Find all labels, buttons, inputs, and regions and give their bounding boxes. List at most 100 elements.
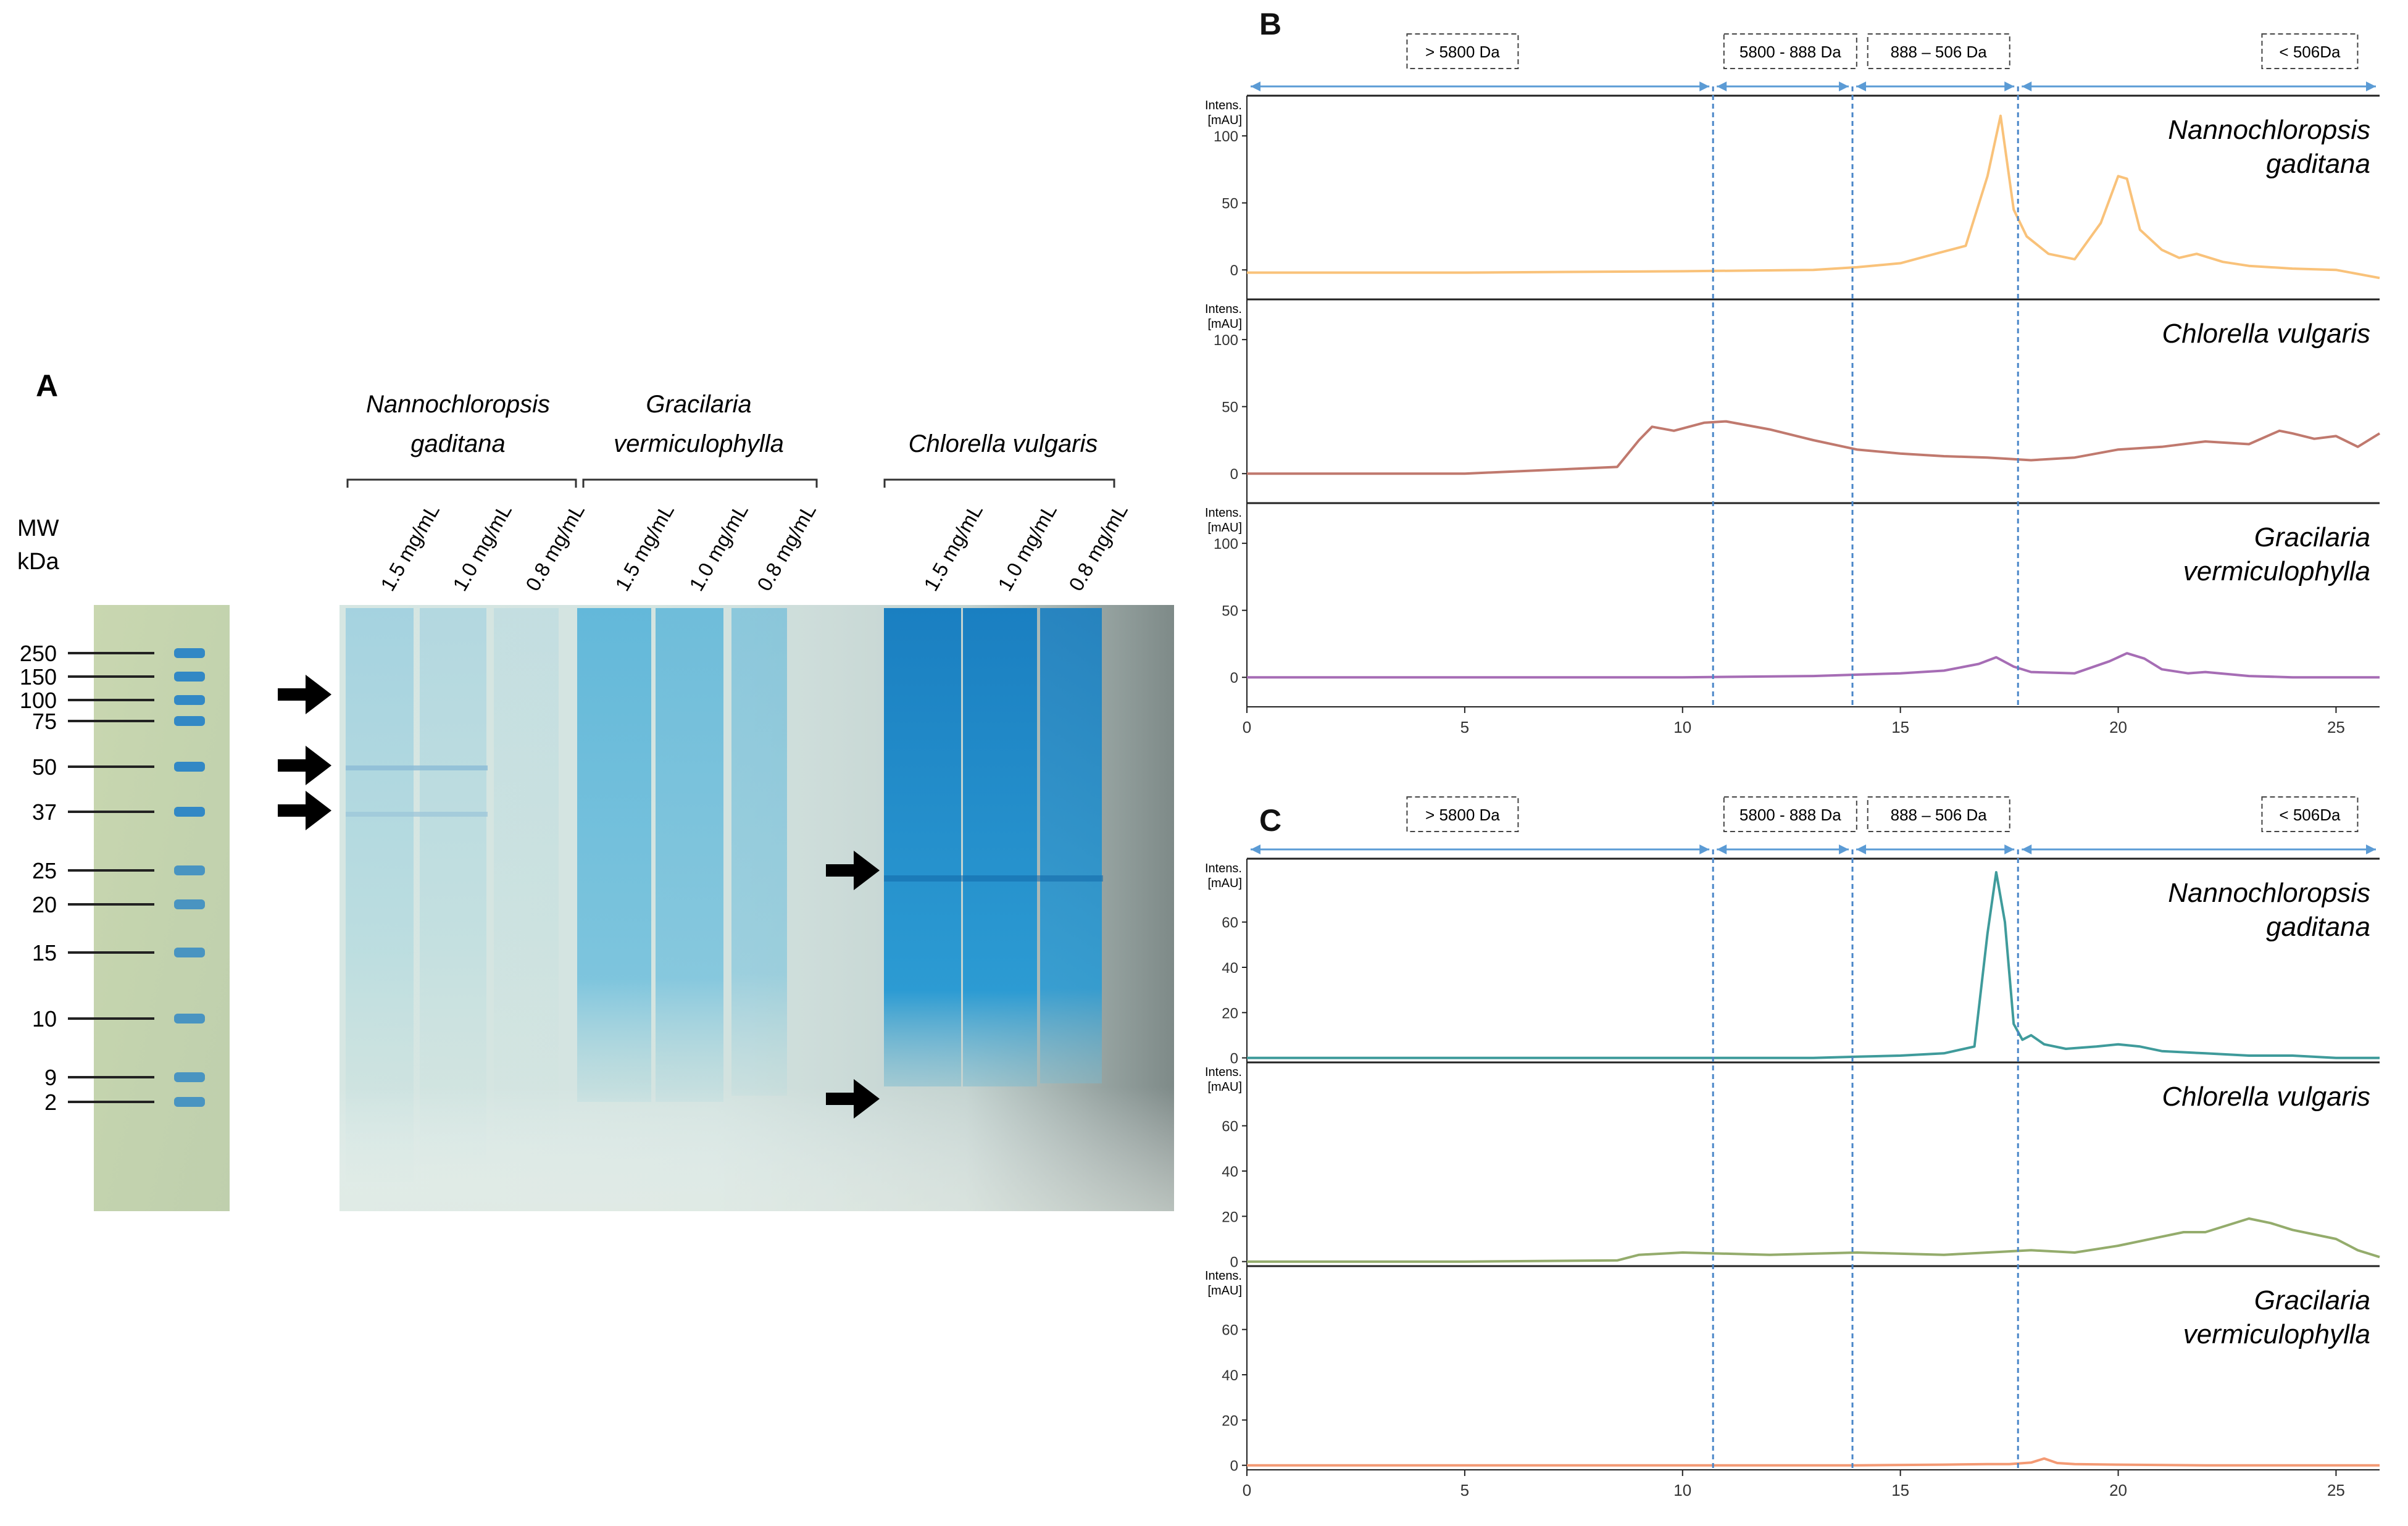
region-label: > 5800 Da [1425, 43, 1500, 61]
concentration-label: 0.8 mg/mL [1064, 500, 1132, 595]
marker-label: 2 [44, 1090, 57, 1115]
panel-c-label: C [1259, 803, 1282, 838]
concentration-label: 1.0 mg/mL [993, 500, 1061, 595]
marker-label: 250 [20, 641, 57, 666]
arrowhead-left-icon [1251, 844, 1260, 854]
ladder-band [174, 695, 205, 705]
arrowhead-right-icon [2004, 844, 2015, 854]
band-nanno-37 [346, 812, 488, 817]
y-tick-label: 0 [1230, 262, 1238, 279]
series-line [1247, 1457, 2380, 1467]
ladder-strip [94, 605, 230, 1211]
y-tick-label: 20 [1222, 1005, 1238, 1022]
arrowhead-right-icon [1839, 844, 1849, 854]
y-tick-label: 0 [1230, 1254, 1238, 1271]
y-axis-label: [mAU] [1207, 521, 1242, 535]
y-tick-label: 40 [1222, 960, 1238, 977]
region-box [2261, 796, 2359, 832]
arrowhead-left-icon [1856, 81, 1867, 91]
species-label-chlo: Chlorella vulgaris [909, 430, 1098, 457]
marker-label: 25 [32, 858, 57, 883]
concentration-label: 1.5 mg/mL [376, 500, 444, 595]
lane-chlo-1.5 [884, 608, 961, 1086]
x-tick-label: 20 [2109, 1481, 2127, 1499]
region-label: 888 – 506 Da [1891, 43, 1988, 61]
y-axis-label: Intens. [1205, 862, 1242, 875]
panel-a-label: A [36, 369, 58, 403]
lane-grac-1.5 [577, 608, 651, 1102]
marker-label: 10 [32, 1006, 57, 1032]
y-axis-label: Intens. [1205, 99, 1242, 112]
arrowhead-left-icon [1856, 844, 1867, 854]
arrow-icon [826, 851, 880, 890]
bracket-chlo [883, 478, 1115, 488]
y-tick-label: 0 [1230, 670, 1238, 686]
ladder-band [174, 899, 205, 909]
arrow-icon [278, 675, 331, 714]
subplot-species-label: vermiculophylla [2183, 1319, 2370, 1349]
lane-nanno-0.8 [494, 608, 559, 1139]
y-axis-label: [mAU] [1207, 1080, 1242, 1094]
ladder-band [174, 716, 205, 726]
x-tick-label: 0 [1243, 718, 1251, 736]
subplot-species-label: gaditana [2266, 912, 2370, 942]
subplot-species-label: gaditana [2266, 149, 2370, 179]
x-tick-label: 10 [1673, 718, 1691, 736]
y-tick-label: 40 [1222, 1367, 1238, 1384]
subplot-species-label: Gracilaria [2254, 522, 2370, 552]
subplot-species-label: Chlorella vulgaris [2162, 1082, 2370, 1112]
concentration-label: 0.8 mg/mL [521, 500, 589, 595]
ladder-band [174, 762, 205, 772]
bracket-nanno [346, 478, 577, 488]
lane-grac-1.0 [656, 608, 723, 1102]
arrowhead-right-icon [2004, 81, 2015, 91]
bracket-grac [582, 478, 818, 488]
y-tick-label: 100 [1214, 332, 1238, 349]
species-brackets [346, 478, 1115, 488]
lane-chlo-0.8 [1040, 608, 1102, 1083]
region-box [2261, 33, 2359, 69]
x-tick-label: 25 [2327, 1481, 2345, 1499]
y-tick-label: 20 [1222, 1412, 1238, 1429]
region-box [1723, 33, 1857, 69]
arrow-icon [278, 791, 331, 830]
gel-lanes [340, 608, 1174, 1211]
arrow-icon [278, 746, 331, 785]
panel-b-label: B [1259, 7, 1282, 41]
ladder-band [174, 807, 205, 817]
x-tick-label: 10 [1673, 1481, 1691, 1499]
ladder-band [174, 948, 205, 957]
concentration-label: 1.0 mg/mL [685, 500, 752, 595]
x-tick-label: 5 [1460, 718, 1469, 736]
species-label-nanno-line1: Nannochloropsis [366, 391, 550, 418]
region-label: 5800 - 888 Da [1739, 806, 1841, 824]
y-axis-label: [mAU] [1207, 114, 1242, 127]
y-axis-label: [mAU] [1207, 877, 1242, 890]
arrowhead-right-icon [2366, 844, 2376, 854]
series-line [1247, 652, 2380, 679]
concentration-label: 1.5 mg/mL [610, 500, 678, 595]
subplot-species-label: Chlorella vulgaris [2162, 319, 2370, 349]
arrowhead-left-icon [2022, 844, 2032, 854]
marker-label: 20 [32, 892, 57, 917]
panel-b-chromatogram: > 5800 Da 5800 - 888 Da 888 – 506 Da < 506D… [1205, 33, 2381, 736]
y-tick-label: 20 [1222, 1209, 1238, 1225]
series-line [1247, 114, 2380, 280]
species-label-grac-line2: vermiculophylla [614, 430, 784, 457]
marker-label: 9 [44, 1065, 57, 1090]
ladder-band [174, 672, 205, 682]
marker-label: 37 [32, 799, 57, 825]
region-label: < 506Da [2279, 43, 2341, 61]
series-line [1247, 1217, 2380, 1263]
arrowhead-left-icon [2022, 81, 2032, 91]
marker-label: 150 [20, 664, 57, 690]
y-tick-label: 40 [1222, 1164, 1238, 1180]
region-label: 888 – 506 Da [1891, 806, 1988, 824]
series-line [1247, 871, 2380, 1059]
x-tick-label: 20 [2109, 718, 2127, 736]
y-tick-label: 60 [1222, 1119, 1238, 1135]
series-line [1247, 420, 2381, 475]
concentration-label: 0.8 mg/mL [752, 500, 820, 595]
